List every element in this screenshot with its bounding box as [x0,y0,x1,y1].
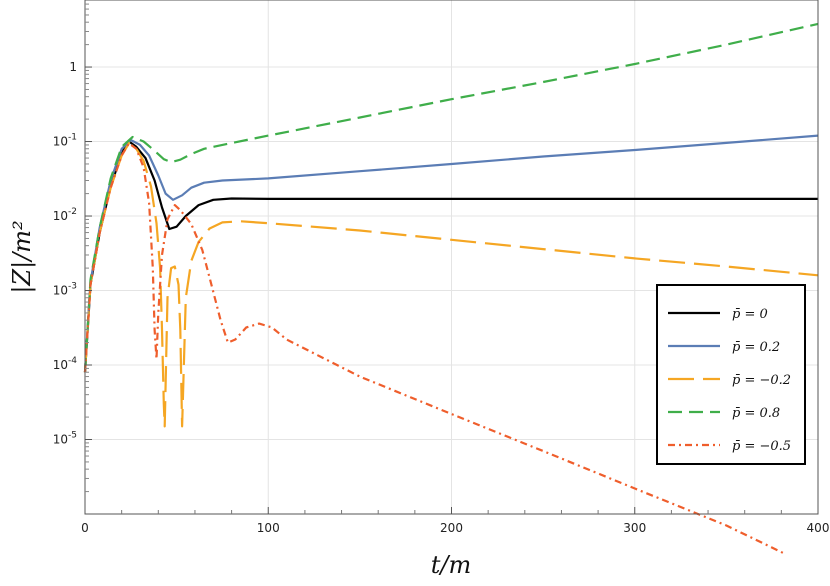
y-tick-exponent: -2 [68,207,77,217]
y-tick-exponent: -3 [68,282,77,292]
y-tick-label: 1 [69,60,77,74]
series-line [83,142,784,554]
x-tick-label: 200 [440,521,463,535]
y-tick-label: 10-2 [53,207,77,223]
y-tick-exponent: -4 [68,356,77,366]
y-tick-exponent: -1 [68,133,77,143]
x-tick-label: 100 [257,521,280,535]
y-axis-title: |Z|/m² [8,220,37,293]
legend-label: p̄ = 0.2 [732,340,780,355]
y-tick-base: 10 [53,433,68,447]
ticks [84,3,819,514]
y-tick-exponent: -5 [68,431,77,441]
legend-label: p̄ = 0.8 [732,406,780,421]
y-tick-base: 10 [53,284,68,298]
series-line [83,142,819,428]
legend-label: p̄ = −0.5 [732,439,791,454]
y-tick-base: 1 [69,60,77,74]
series-layer [83,22,819,554]
x-tick-label: 300 [623,521,646,535]
x-axis-title: t/m [431,551,472,579]
legend: p̄ = 0 p̄ = 0.2 p̄ = −0.2 p̄ = 0.8 p̄ = −0.5 [656,284,806,465]
legend-label: p̄ = 0 [732,307,768,322]
y-tick-label: 10-5 [53,431,77,447]
y-tick-base: 10 [53,358,68,372]
y-tick-base: 10 [53,135,68,149]
x-tick-label: 0 [81,521,89,535]
y-tick-label: 10-3 [53,282,77,298]
x-tick-label: 400 [807,521,830,535]
y-tick-label: 10-4 [53,356,78,372]
y-tick-base: 10 [53,209,68,223]
y-tick-label: 10-1 [53,133,77,149]
legend-label: p̄ = −0.2 [732,373,791,388]
series-line [83,22,819,373]
legend-box [656,284,806,465]
